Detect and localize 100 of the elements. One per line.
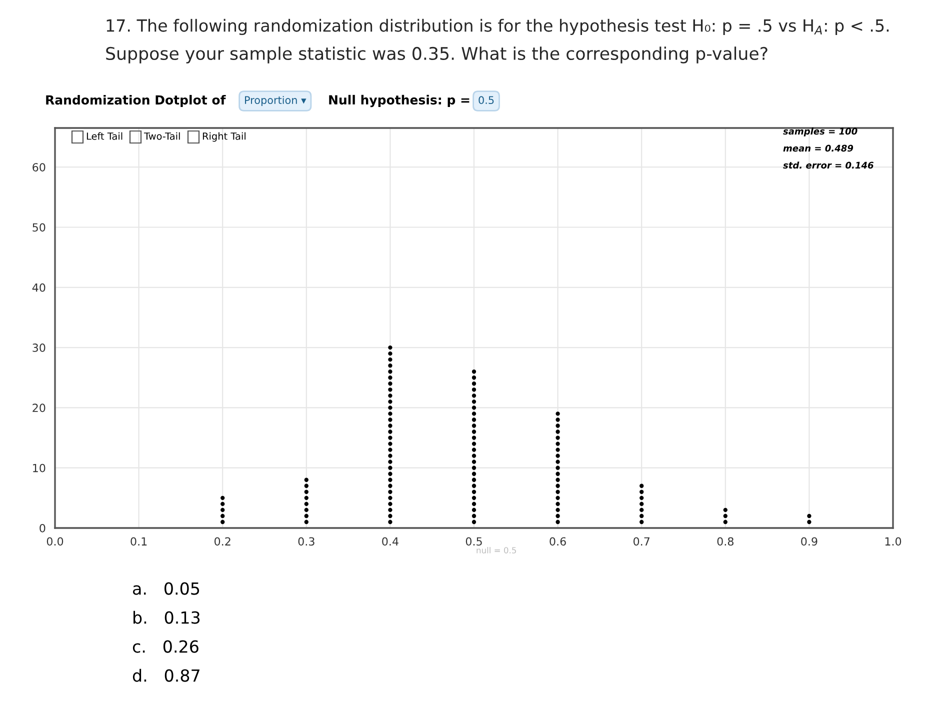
point <box>556 520 560 524</box>
point <box>472 448 476 452</box>
x-tick-label: 0.0 <box>46 537 64 546</box>
point <box>723 520 728 524</box>
y-tick-label: 0 <box>40 524 46 532</box>
x-tick-label: 0.2 <box>214 537 230 546</box>
x-tick-label: 0.7 <box>634 537 650 546</box>
annotation: mean = 0.489 <box>783 144 854 152</box>
point <box>388 406 392 410</box>
text: b. 0.13 <box>134 610 200 624</box>
point <box>304 496 308 500</box>
point <box>472 406 476 410</box>
point <box>807 520 812 524</box>
point <box>304 484 308 488</box>
x-tick-label: 0.1 <box>130 537 147 546</box>
point <box>304 502 308 506</box>
point <box>472 376 476 380</box>
y-tick-label: 50 <box>32 223 46 232</box>
point <box>220 496 225 500</box>
text: 0.5 <box>478 96 494 104</box>
y-tick-label: 20 <box>32 404 46 412</box>
point <box>388 436 392 440</box>
x-tick-label: 0.6 <box>550 537 566 546</box>
point <box>640 490 644 494</box>
point <box>640 508 644 512</box>
point <box>640 496 644 500</box>
point <box>472 424 476 428</box>
point <box>556 508 560 512</box>
point <box>388 394 392 398</box>
x-tick-label: 1.0 <box>885 537 902 546</box>
point <box>388 520 392 524</box>
point <box>472 472 476 476</box>
annotation: Two-Tail <box>144 132 180 140</box>
point <box>388 508 392 512</box>
text: Randomization Dotplot of <box>46 94 226 108</box>
point <box>640 520 644 524</box>
point <box>556 454 560 458</box>
point <box>472 508 476 512</box>
point <box>556 472 560 476</box>
point <box>556 430 560 434</box>
point <box>472 442 476 446</box>
y-tick-label: 40 <box>32 283 46 292</box>
point <box>388 472 392 476</box>
point <box>304 490 308 494</box>
point <box>556 466 560 470</box>
point <box>220 508 225 512</box>
point <box>388 484 392 488</box>
point <box>388 412 392 416</box>
y-tick-label: 30 <box>32 344 46 352</box>
x-tick-label: 0.4 <box>382 537 398 546</box>
chart-subtitle: Suppose your sample statistic was 0.35. What is the corresponding p-value? <box>106 46 768 64</box>
point <box>472 436 476 440</box>
point <box>472 388 476 392</box>
point <box>472 466 476 470</box>
point <box>472 412 476 416</box>
point <box>388 430 392 434</box>
x-tick-label: 0.5 <box>466 537 482 546</box>
point <box>472 502 476 506</box>
point <box>388 490 392 494</box>
text: null = 0.5 <box>476 546 516 554</box>
point <box>388 370 392 374</box>
point <box>388 514 392 518</box>
point <box>472 484 476 488</box>
annotation: std. error = 0.146 <box>783 162 874 169</box>
point <box>220 514 225 518</box>
point <box>304 508 308 512</box>
point <box>388 454 392 458</box>
point <box>388 442 392 446</box>
point <box>640 514 644 518</box>
point <box>388 502 392 506</box>
point <box>304 514 308 518</box>
point <box>556 490 560 494</box>
point <box>472 430 476 434</box>
point <box>723 514 728 518</box>
point <box>556 436 560 440</box>
point <box>640 502 644 506</box>
point <box>304 520 308 524</box>
point <box>556 418 560 422</box>
point <box>556 460 560 464</box>
point <box>472 382 476 386</box>
point <box>556 514 560 518</box>
text: d. 0.87 <box>132 668 200 682</box>
point <box>220 502 225 506</box>
point <box>388 382 392 386</box>
y-tick-label: 60 <box>32 163 46 172</box>
point <box>472 496 476 500</box>
text: a. 0.05 <box>133 582 200 595</box>
annotation: Left Tail <box>86 132 122 140</box>
point <box>388 496 392 500</box>
point <box>472 454 476 458</box>
point <box>472 520 476 524</box>
point <box>556 484 560 488</box>
point <box>556 496 560 500</box>
point <box>388 424 392 428</box>
point <box>472 400 476 404</box>
x-tick-label: 0.3 <box>298 537 314 546</box>
point <box>640 484 644 488</box>
point <box>388 418 392 422</box>
point <box>556 424 560 428</box>
text: Proportion ▾ <box>245 96 306 106</box>
